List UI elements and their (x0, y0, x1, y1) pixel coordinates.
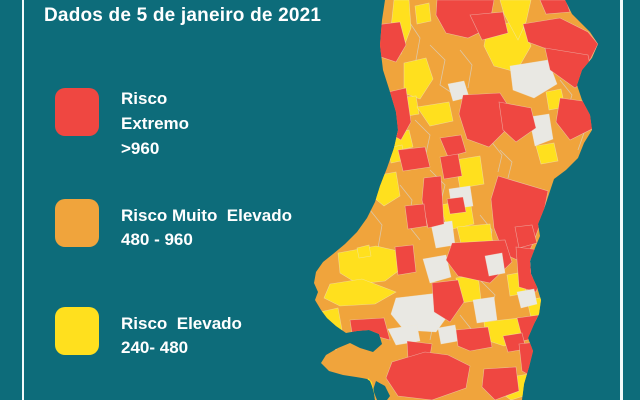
risco-muito-elevado-swatch (55, 199, 99, 247)
left-divider-line (22, 0, 24, 400)
risco-elevado-label: Risco Elevado 240- 480 (121, 314, 242, 357)
risco-extremo-swatch (55, 88, 99, 136)
risco-extremo-label: Risco Extremo >960 (121, 89, 190, 158)
legend-item-risco-elevado: Risco Elevado 240- 480 (55, 307, 242, 360)
legend: Risco Extremo >960 Risco Muito Elevado 4… (55, 88, 292, 360)
page-title: Dados de 5 de janeiro de 2021 (44, 5, 322, 26)
risco-muito-elevado-label: Risco Muito Elevado 480 - 960 (121, 206, 292, 249)
legend-item-risco-extremo: Risco Extremo >960 (55, 88, 189, 161)
risco-elevado-swatch (55, 307, 99, 355)
right-divider-line (620, 0, 623, 400)
legend-item-risco-muito-elevado: Risco Muito Elevado 480 - 960 (55, 199, 292, 252)
